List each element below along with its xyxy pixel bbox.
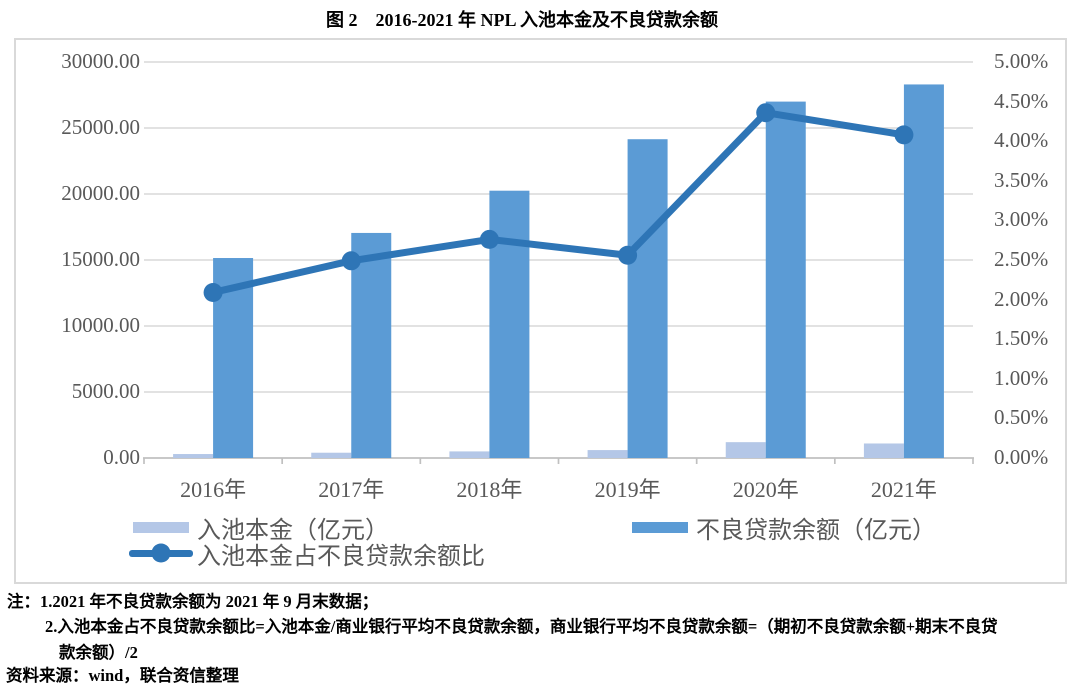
legend-swatch-pool-bar-icon bbox=[133, 521, 189, 533]
note-line-2: 2.入池本金占不良贷款余额比=入池本金/商业银行平均不良贷款余额，商业银行平均不… bbox=[45, 617, 998, 636]
legend-label-npl: 不良贷款余额（亿元） bbox=[696, 517, 936, 544]
pool-principal-bar bbox=[173, 454, 214, 458]
legend-marker-dot-icon bbox=[151, 543, 171, 563]
legend-label-ratio: 入池本金占不良贷款余额比 bbox=[197, 543, 485, 570]
legend-label-pool: 入池本金（亿元） bbox=[197, 517, 389, 544]
pool-principal-bar bbox=[863, 443, 904, 458]
npl-balance-bar bbox=[627, 139, 668, 458]
legend-swatch-ratio-line-icon bbox=[129, 543, 193, 563]
npl-balance-bar bbox=[765, 101, 806, 458]
source-line: 资料来源：wind，联合资信整理 bbox=[6, 666, 239, 685]
ratio-line bbox=[209, 109, 908, 296]
chart-frame: 0.00 5000.00 10000.00 15000.00 20000.00 25000… bbox=[14, 38, 1067, 584]
legend-item-npl: 不良贷款余额（亿元） bbox=[632, 513, 936, 544]
legend-item-ratio: 入池本金占不良贷款余额比 bbox=[129, 539, 485, 570]
ratio-marker bbox=[203, 282, 223, 302]
pool-principal-bar bbox=[725, 442, 766, 458]
ratio-marker bbox=[618, 245, 638, 265]
legend-item-pool: 入池本金（亿元） bbox=[133, 513, 389, 544]
chart-title: 图 2 2016-2021 年 NPL 入池本金及不良贷款余额 bbox=[326, 10, 718, 30]
npl-balance-bar bbox=[351, 232, 392, 458]
pool-principal-bar bbox=[587, 450, 628, 458]
pool-principal-bar bbox=[311, 452, 352, 458]
npl-balance-bar bbox=[489, 190, 530, 458]
pool-principal-bar bbox=[449, 451, 490, 458]
note-line-3: 款余额）/2 bbox=[59, 643, 138, 662]
ratio-marker bbox=[479, 229, 499, 249]
ratio-marker bbox=[756, 103, 776, 123]
note-line-1: 注：1.2021 年不良贷款余额为 2021 年 9 月末数据； bbox=[7, 592, 379, 611]
npl-balance-bar bbox=[903, 84, 944, 458]
ratio-marker bbox=[894, 125, 914, 145]
ratio-marker bbox=[341, 251, 361, 271]
chart-plot-canvas bbox=[143, 61, 974, 464]
legend-swatch-npl-bar-icon bbox=[632, 521, 688, 533]
